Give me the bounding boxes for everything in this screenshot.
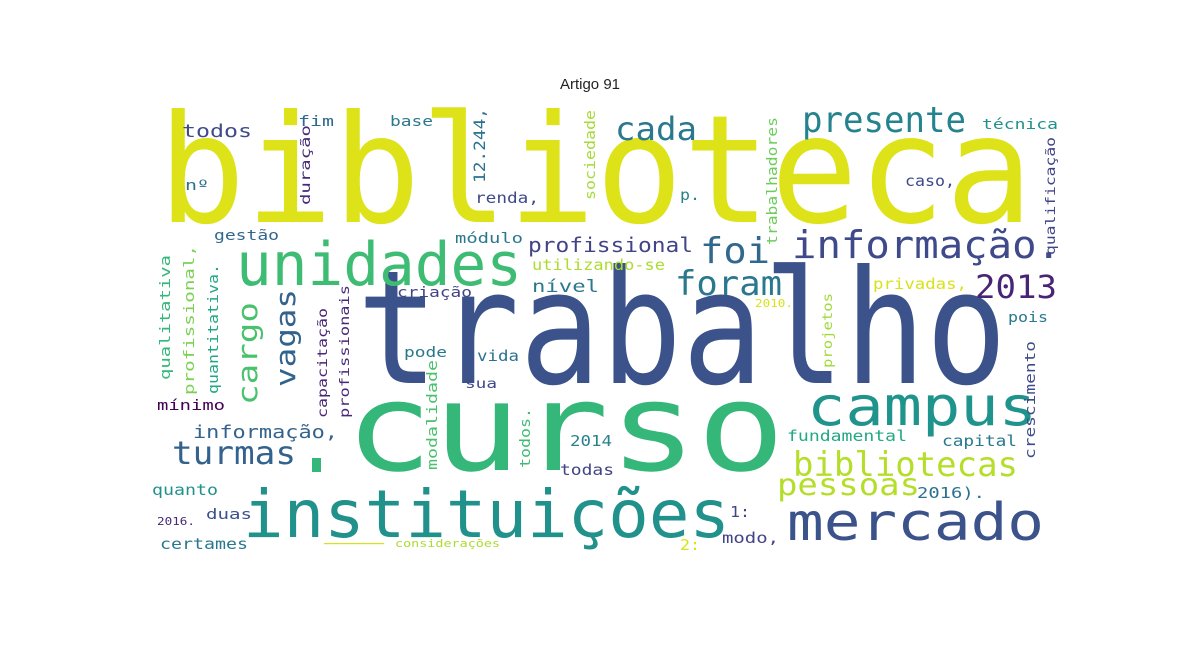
word: pode	[404, 345, 447, 361]
word: biblioteca	[158, 84, 1033, 258]
word: cargo	[231, 302, 264, 405]
word: foi	[700, 231, 770, 272]
word: 2010.	[755, 297, 793, 310]
word: 12.244,	[470, 108, 489, 183]
word: vida	[477, 347, 519, 365]
word: trabalhadores	[765, 117, 781, 245]
word: qualitativa	[158, 255, 174, 380]
word: modalidade	[425, 360, 441, 470]
word: presente	[802, 100, 966, 141]
word: caso,	[905, 172, 955, 190]
word: turmas	[172, 434, 296, 472]
word: criação	[397, 285, 472, 301]
word: modo,	[722, 529, 779, 547]
word: utilizando-se	[532, 256, 665, 274]
word: crescimento	[1023, 341, 1039, 459]
word: todos	[182, 121, 252, 142]
word: duas	[206, 507, 252, 523]
word: todas	[560, 461, 614, 479]
word: cada	[615, 110, 697, 148]
word: renda,	[475, 189, 539, 207]
word: quanto	[152, 481, 218, 499]
word: campus	[807, 375, 1037, 438]
word: 2013	[975, 268, 1057, 306]
word: gestão	[214, 228, 279, 244]
cloud-separator-line	[324, 543, 384, 545]
word: profissional,	[182, 245, 198, 395]
word: foram	[675, 264, 782, 304]
word: nº	[185, 178, 209, 194]
word: sua	[465, 377, 497, 392]
word: capacitação	[316, 308, 331, 418]
word: quantitativa.	[206, 264, 222, 394]
word: mercado	[787, 493, 1044, 553]
word: pessoas	[777, 468, 920, 503]
word: bibliotecas	[793, 445, 1018, 485]
word: curso	[345, 357, 785, 499]
word: sociedade	[583, 110, 599, 200]
word: privadas,	[873, 275, 967, 293]
word: duração	[299, 125, 314, 205]
word: mínimo	[157, 398, 225, 414]
word: informação,	[193, 422, 338, 443]
word: profissional	[528, 233, 693, 257]
word: base	[390, 114, 433, 130]
word: p.	[680, 186, 700, 204]
word: qualificação	[1044, 137, 1059, 255]
word: considerações	[395, 537, 500, 550]
word: 2016.	[157, 515, 195, 528]
word: 1:	[730, 503, 750, 521]
word: fim	[298, 114, 334, 130]
word: módulo	[455, 231, 523, 247]
word: todos.	[518, 408, 534, 468]
word: certames	[160, 535, 248, 553]
word: unidades	[236, 230, 522, 300]
word: pois	[1008, 310, 1048, 326]
word: vagas	[269, 289, 302, 387]
word: técnica	[982, 117, 1058, 133]
word: trabalho	[357, 237, 1007, 421]
cloud-dash-mark	[312, 458, 321, 472]
word: nível	[532, 277, 599, 297]
word: 2:	[680, 536, 700, 554]
word: profissionais	[338, 285, 353, 418]
chart-title: Artigo 91	[559, 76, 621, 93]
word: 2016).	[917, 484, 985, 502]
word: fundamental	[787, 427, 907, 445]
word: instituições	[243, 476, 730, 553]
word: capital	[942, 432, 1017, 450]
word: projetos	[821, 293, 836, 368]
word: 2014	[570, 432, 612, 450]
word: informação.	[792, 223, 1061, 267]
